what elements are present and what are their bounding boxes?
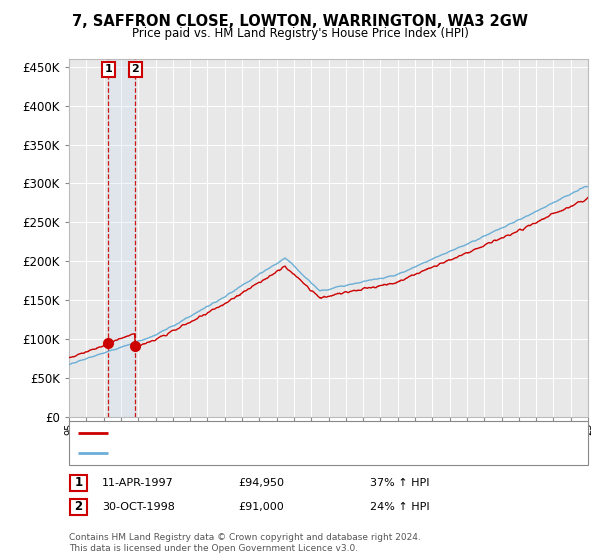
Text: 1: 1 [104,64,112,74]
Bar [108,59,135,417]
Text: 2: 2 [74,500,83,514]
Text: £91,000: £91,000 [238,502,284,512]
Text: Contains HM Land Registry data © Crown copyright and database right 2024.
This d: Contains HM Land Registry data © Crown c… [69,533,421,553]
Text: HPI: Average price, detached house, Wigan: HPI: Average price, detached house, Wiga… [115,448,331,458]
Text: £94,950: £94,950 [238,478,284,488]
Text: 11-APR-1997: 11-APR-1997 [102,478,174,488]
Text: 24% ↑ HPI: 24% ↑ HPI [370,502,430,512]
Text: 7, SAFFRON CLOSE, LOWTON, WARRINGTON, WA3 2GW (detached house): 7, SAFFRON CLOSE, LOWTON, WARRINGTON, WA… [115,428,482,438]
Text: 30-OCT-1998: 30-OCT-1998 [102,502,175,512]
Text: Price paid vs. HM Land Registry's House Price Index (HPI): Price paid vs. HM Land Registry's House … [131,27,469,40]
Text: 1: 1 [74,476,83,489]
Text: 7, SAFFRON CLOSE, LOWTON, WARRINGTON, WA3 2GW: 7, SAFFRON CLOSE, LOWTON, WARRINGTON, WA… [72,14,528,29]
Text: 37% ↑ HPI: 37% ↑ HPI [370,478,430,488]
Text: 2: 2 [131,64,139,74]
